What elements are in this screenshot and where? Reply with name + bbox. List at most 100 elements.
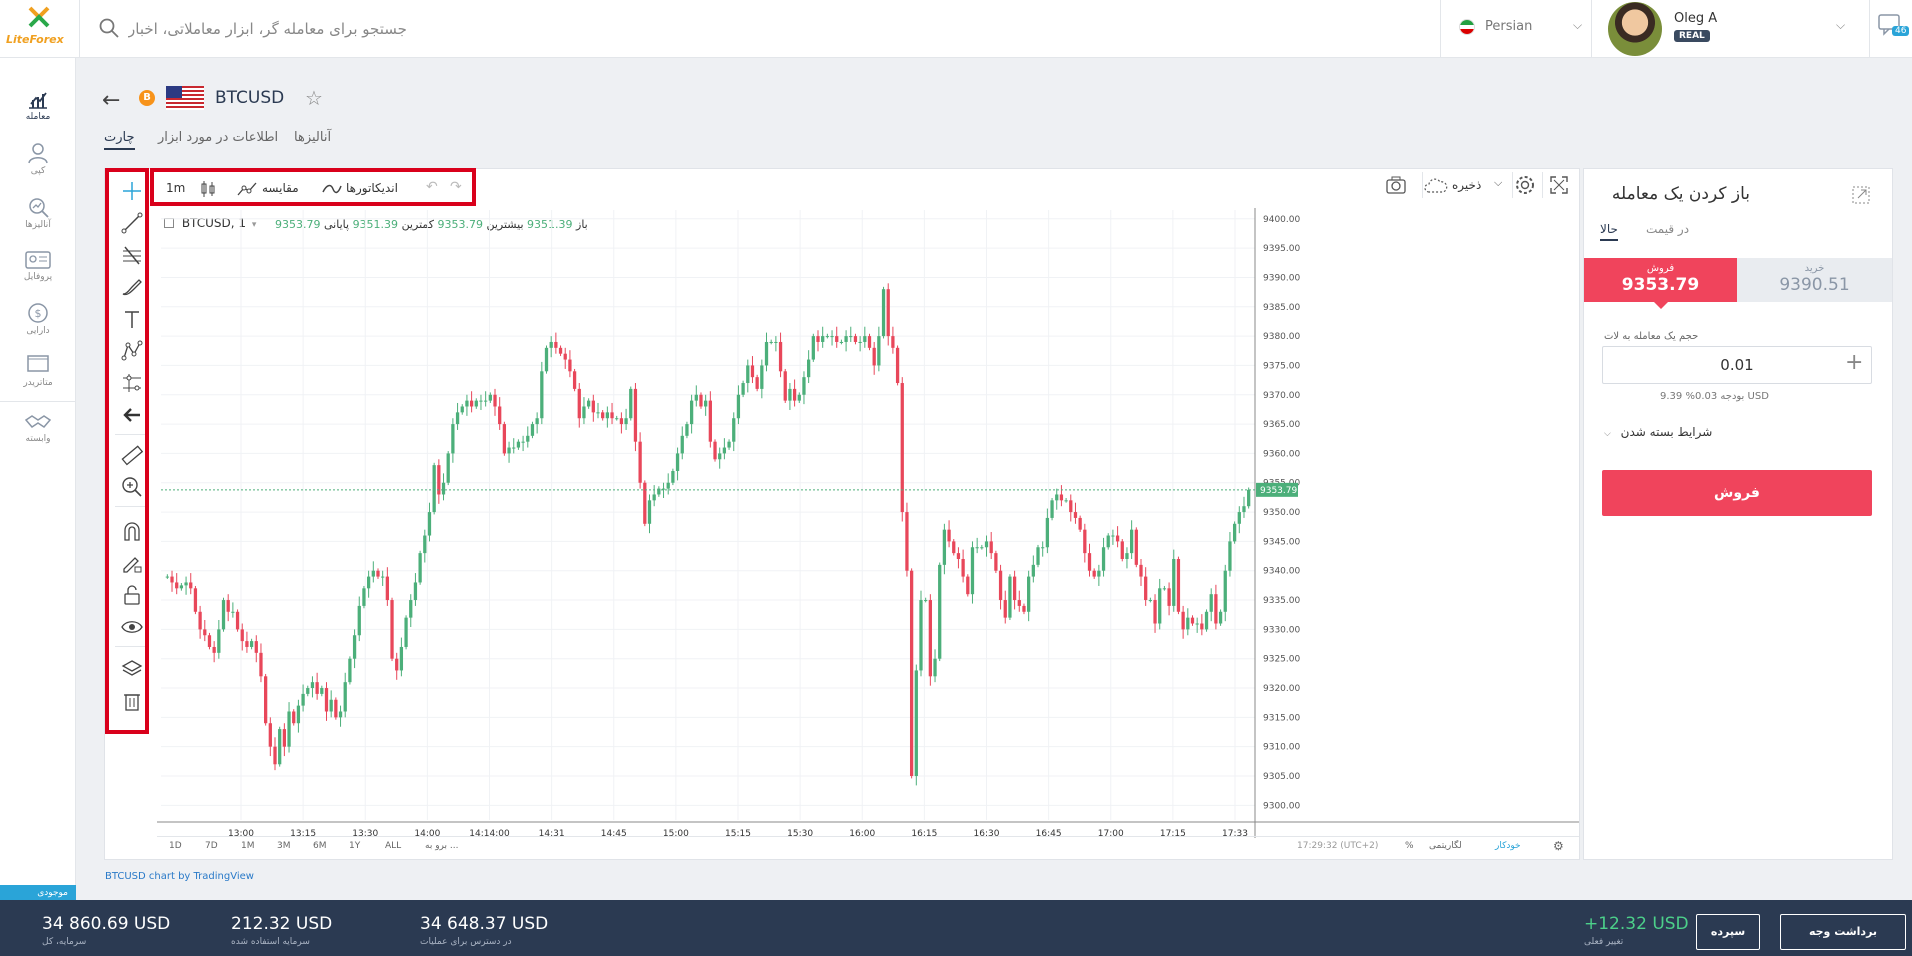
log-scale-button[interactable]: لگاریتمی bbox=[1429, 841, 1462, 851]
candlestick-chart[interactable]: 9400.00 9395.00 9390.00 9385.00 9380.00 9375.… bbox=[157, 208, 1579, 838]
volume-value[interactable]: 0.01 bbox=[1720, 356, 1754, 374]
save-layout-button[interactable]: ذخیره bbox=[1452, 178, 1482, 192]
language-selector[interactable]: Persian ⌵ bbox=[1440, 0, 1592, 58]
camera-icon[interactable] bbox=[1386, 176, 1406, 194]
candle-body bbox=[385, 576, 389, 601]
range-all[interactable]: ALL bbox=[385, 841, 402, 851]
tradingview-link[interactable]: BTCUSD chart by TradingView bbox=[105, 871, 254, 882]
nav-item-trade[interactable]: معامله bbox=[0, 88, 76, 138]
candle-body bbox=[596, 412, 600, 414]
pattern-icon[interactable] bbox=[121, 340, 143, 362]
candle-body bbox=[563, 353, 567, 360]
tab-instrument-info[interactable]: اطلاعات در مورد ابزار bbox=[158, 130, 279, 145]
candle-body bbox=[502, 424, 507, 454]
buy-price-tile[interactable]: خرید 9390.51 bbox=[1737, 258, 1892, 302]
search-icon bbox=[99, 18, 119, 38]
nav-item-copy[interactable]: کپی bbox=[0, 142, 76, 192]
goto-date-button[interactable]: برو به ... bbox=[425, 841, 459, 851]
ruler-icon[interactable] bbox=[121, 444, 143, 466]
back-arrow-icon[interactable]: ← bbox=[102, 88, 121, 113]
interval-button[interactable]: 1m bbox=[166, 181, 186, 195]
plus-icon[interactable]: + bbox=[1845, 350, 1864, 375]
nav-label: متاتریدر bbox=[23, 378, 53, 388]
indicators-icon[interactable] bbox=[322, 182, 342, 196]
range-7d[interactable]: 7D bbox=[205, 841, 218, 851]
nav-item-assets[interactable]: $ دارایی bbox=[0, 302, 76, 352]
candle-body bbox=[835, 336, 839, 342]
undo-icon[interactable]: ↶ bbox=[426, 179, 438, 195]
fullscreen-icon[interactable] bbox=[1550, 176, 1568, 194]
candle-body bbox=[661, 488, 666, 490]
buy-label: خرید bbox=[1804, 263, 1825, 274]
nav-item-metatrader[interactable]: متاتریدر bbox=[0, 354, 76, 404]
sell-button[interactable]: فروش bbox=[1602, 470, 1872, 516]
candle-body bbox=[235, 611, 240, 630]
candle-body bbox=[853, 336, 858, 342]
text-icon[interactable] bbox=[121, 308, 143, 330]
redo-icon[interactable]: ↷ bbox=[450, 179, 462, 195]
trash-icon[interactable] bbox=[121, 690, 143, 712]
search-input[interactable] bbox=[128, 15, 588, 43]
y-tick-label: 9340.00 bbox=[1263, 567, 1300, 577]
candles-icon[interactable] bbox=[200, 180, 216, 198]
range-3m[interactable]: 3M bbox=[277, 841, 291, 851]
candle-body bbox=[465, 400, 469, 407]
volume-field[interactable] bbox=[1602, 346, 1872, 384]
close-conditions-toggle[interactable]: ⌵ شرایط بسته شدن bbox=[1604, 425, 1712, 439]
tab-now[interactable]: حالا bbox=[1600, 222, 1618, 241]
tab-chart[interactable]: چارت bbox=[104, 130, 135, 150]
chevron-down-icon[interactable]: ▾ bbox=[251, 220, 257, 230]
nav-item-profile[interactable]: پروفایل bbox=[0, 250, 76, 300]
candle-body bbox=[282, 729, 287, 747]
auto-scale-button[interactable]: خودکار bbox=[1495, 841, 1521, 851]
indicators-button[interactable]: اندیکاتورها bbox=[346, 181, 398, 195]
range-6m[interactable]: 6M bbox=[313, 841, 327, 851]
tab-at-price[interactable]: در قیمت bbox=[1646, 222, 1690, 236]
gear-icon[interactable] bbox=[1514, 174, 1536, 196]
chevron-down-icon[interactable]: ⌵ bbox=[1494, 176, 1503, 189]
candle-body bbox=[601, 412, 605, 419]
compare-icon[interactable] bbox=[236, 180, 258, 198]
zoom-in-icon[interactable] bbox=[121, 476, 143, 498]
range-1m[interactable]: 1M bbox=[241, 841, 255, 851]
withdraw-button[interactable]: برداشت وجه bbox=[1780, 914, 1906, 950]
user-menu[interactable]: Oleg A REAL ⌵ bbox=[1600, 0, 1870, 58]
magnet-icon[interactable] bbox=[121, 520, 143, 542]
search-bar[interactable] bbox=[96, 13, 616, 45]
candle-body bbox=[1242, 506, 1246, 513]
crosshair-icon[interactable] bbox=[121, 180, 143, 202]
candle-body bbox=[357, 605, 361, 636]
sell-price-tile[interactable]: فروش 9353.79 bbox=[1584, 258, 1737, 302]
trend-line-icon[interactable] bbox=[121, 212, 143, 234]
candle-body bbox=[399, 646, 404, 671]
candle-body bbox=[437, 465, 441, 495]
lock-draw-icon[interactable] bbox=[121, 552, 143, 574]
range-1d[interactable]: 1D bbox=[169, 841, 182, 851]
logo[interactable]: LiteForex bbox=[0, 0, 80, 58]
layers-icon[interactable] bbox=[121, 658, 143, 680]
unlock-icon[interactable] bbox=[121, 584, 143, 606]
nav-item-analytics[interactable]: آنالیزها bbox=[0, 196, 76, 246]
brush-icon[interactable] bbox=[121, 276, 143, 298]
prediction-icon[interactable] bbox=[121, 372, 143, 394]
compare-button[interactable]: مقایسه bbox=[262, 181, 299, 195]
candle-body bbox=[1008, 576, 1012, 618]
available-tab[interactable]: موجودی bbox=[0, 885, 76, 901]
tab-analytics[interactable]: آنالیزها bbox=[294, 130, 332, 145]
arrow-left-icon[interactable] bbox=[121, 404, 143, 426]
favorite-star-icon[interactable]: ☆ bbox=[305, 86, 323, 110]
expand-icon[interactable] bbox=[1852, 186, 1870, 204]
sell-selected-pointer bbox=[1653, 301, 1669, 309]
candle-body bbox=[867, 336, 872, 348]
messages-button[interactable]: 46 bbox=[1870, 0, 1912, 58]
nav-item-affiliate[interactable]: وابسته bbox=[0, 412, 76, 462]
range-1y[interactable]: 1Y bbox=[349, 841, 361, 851]
eye-icon[interactable] bbox=[121, 616, 143, 638]
percent-scale-button[interactable]: % bbox=[1405, 841, 1414, 851]
candle-body bbox=[760, 365, 764, 389]
deposit-button[interactable]: سپرده bbox=[1696, 914, 1760, 950]
candle-body bbox=[994, 553, 998, 571]
fib-icon[interactable] bbox=[121, 244, 143, 266]
gear-icon[interactable]: ⚙ bbox=[1553, 839, 1564, 853]
cloud-icon[interactable] bbox=[1424, 178, 1448, 194]
